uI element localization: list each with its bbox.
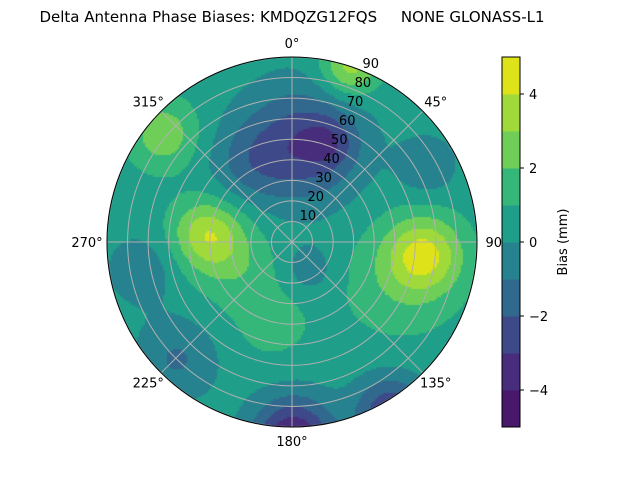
angular-tick-label: 135° [420, 377, 451, 392]
colorbar-band [502, 131, 520, 169]
radial-tick-label: 40 [323, 152, 340, 167]
radial-tick-label: 50 [331, 133, 348, 148]
radial-tick-label: 60 [339, 114, 356, 129]
radial-tick-label: 10 [300, 209, 317, 224]
angular-tick-label: 45° [424, 95, 447, 110]
radial-tick-label: 30 [315, 171, 332, 186]
polar-frame [106, 56, 478, 428]
angular-gridline [291, 241, 424, 374]
colorbar-tick-label: 2 [529, 162, 537, 177]
colorbar-label: Bias (mm) [556, 209, 571, 276]
angular-tick-label: 180° [276, 435, 307, 450]
colorbar-tick-label: 0 [529, 236, 537, 251]
colorbar-band [502, 205, 520, 243]
colorbar-tick-label: −2 [529, 310, 548, 325]
colorbar-tick-label: 4 [529, 88, 537, 103]
angular-gridline [160, 241, 293, 374]
angular-gridline [291, 110, 424, 243]
colorbar-band [502, 390, 520, 428]
colorbar-band [502, 279, 520, 317]
colorbar-tick-label: −4 [529, 384, 548, 399]
angular-tick-label: 270° [71, 236, 102, 251]
radial-tick-label: 80 [355, 76, 372, 91]
radial-tick-label: 20 [307, 190, 324, 205]
colorbar-band [502, 353, 520, 391]
colorbar-band [502, 94, 520, 132]
angular-tick-label: 0° [285, 37, 300, 52]
angular-tick-label: 315° [133, 95, 164, 110]
chart-title: Delta Antenna Phase Biases: KMDQZG12FQS … [39, 8, 545, 26]
colorbar-band [502, 316, 520, 354]
colorbar-band [502, 242, 520, 280]
radial-tick-label: 90 [363, 57, 380, 72]
colorbar-band [502, 168, 520, 206]
angular-gridline [160, 110, 293, 243]
angular-tick-label: 225° [133, 377, 164, 392]
colorbar-band [502, 57, 520, 95]
radial-tick-label: 70 [347, 95, 364, 110]
